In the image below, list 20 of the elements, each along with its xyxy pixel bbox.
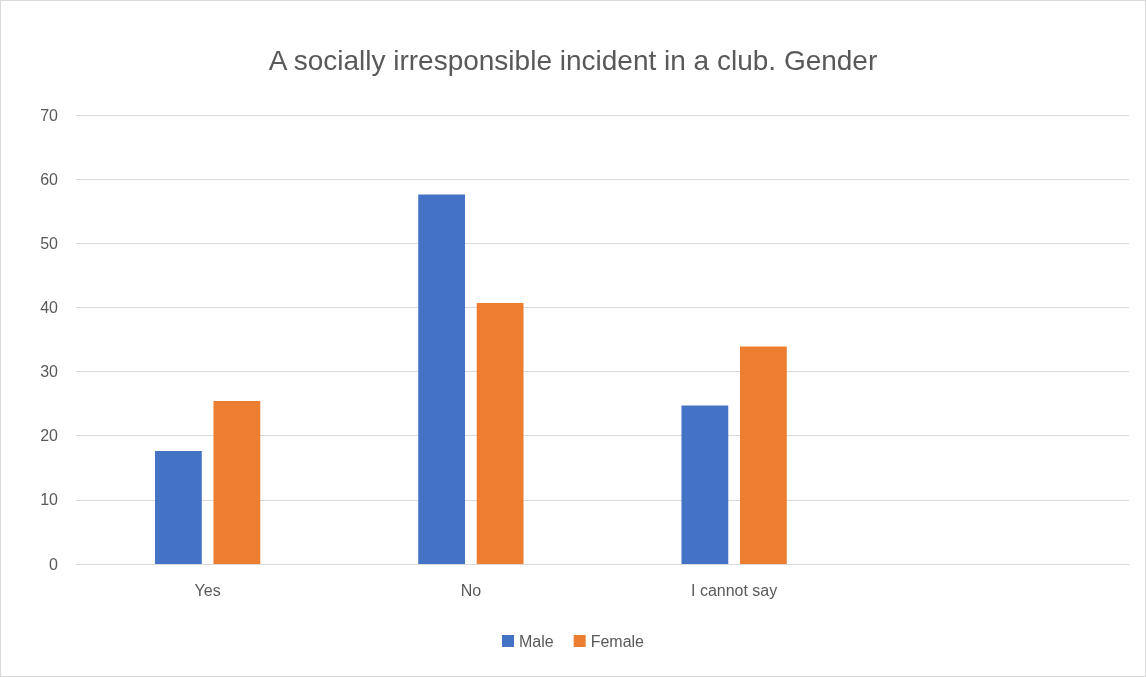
x-tick-label: I cannot say [690,581,778,599]
y-tick-label: 40 [40,298,59,316]
y-tick-label: 20 [40,427,59,445]
y-tick-label: 30 [40,363,59,381]
y-tick-label: 10 [40,491,59,509]
bar [476,302,524,564]
y-tick-label: 0 [49,555,59,573]
legend-label: Male [518,632,554,650]
bar [213,401,261,564]
y-tick-label: 50 [40,234,59,252]
bar [739,346,787,564]
legend-label: Female [590,632,645,650]
y-tick-label: 60 [40,170,59,188]
x-tick-label: No [460,581,482,599]
bar [418,194,466,564]
x-tick-label: Yes [194,581,221,599]
y-tick-label: 70 [40,106,59,124]
chart-title: A socially irresponsible incident in a club. Gender [268,44,878,76]
bar [681,405,729,564]
bar [154,451,202,564]
